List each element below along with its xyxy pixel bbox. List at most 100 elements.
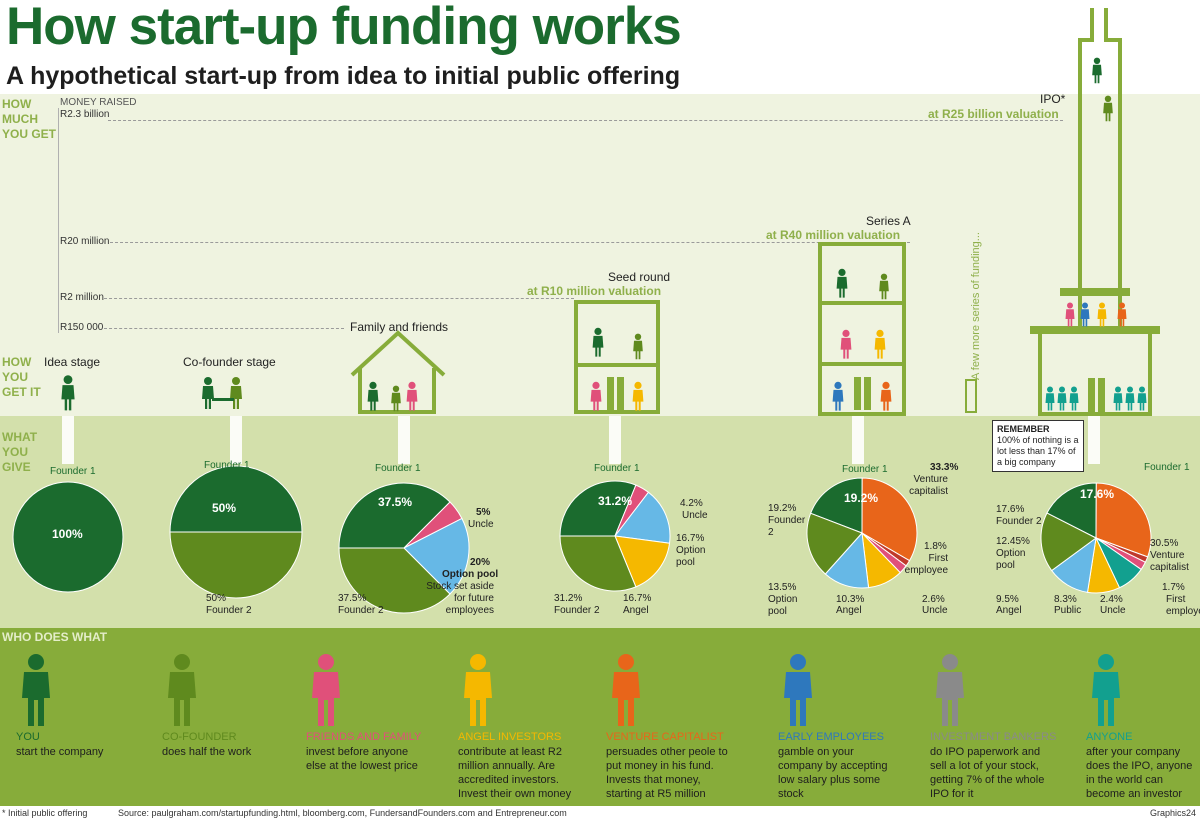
p5-founder1-label: Founder 1 bbox=[842, 464, 888, 475]
money-line-2 bbox=[110, 242, 910, 243]
p3-uncle-label: Uncle bbox=[468, 519, 494, 530]
source-text: Source: paulgraham.com/startupfunding.ht… bbox=[118, 808, 567, 818]
p6-fe-value: 1.7% bbox=[1162, 582, 1185, 593]
credit: Graphics24 bbox=[1150, 808, 1197, 818]
p2-value2: 50% bbox=[206, 593, 227, 604]
pie5-slice-venture-capitalist bbox=[861, 477, 918, 562]
p5-value1: 19.2% bbox=[844, 491, 879, 505]
who-5-title: EARLY EMPLOYEES bbox=[778, 731, 884, 743]
who-7-description: after your company does the IPO, anyone … bbox=[1086, 746, 1193, 800]
who-7-title: ANYONE bbox=[1086, 731, 1133, 743]
stage-seed-valuation: at R10 million valuation bbox=[527, 284, 662, 298]
money-line-3 bbox=[104, 298, 574, 299]
stage-ipo: IPO* bbox=[1040, 92, 1066, 106]
money-axis bbox=[58, 108, 59, 333]
who-6-person-icon bbox=[930, 648, 970, 728]
pie4-slice-angel bbox=[614, 535, 671, 588]
p5-angel-value: 10.3% bbox=[836, 594, 865, 605]
who-7-person-icon bbox=[1086, 648, 1126, 728]
p4-uncle-value: 4.2% bbox=[680, 498, 703, 509]
who-1-description: does half the work bbox=[162, 746, 252, 758]
stage-series-a-valuation: at R40 million valuation bbox=[766, 228, 901, 242]
pie5-slice-founder-2 bbox=[806, 512, 863, 575]
p5-fe-value: 1.8% bbox=[924, 541, 947, 552]
p4-option-label: Option pool bbox=[676, 545, 706, 568]
p5-angel-label: Angel bbox=[836, 605, 862, 616]
what-give-label: WHAT YOU GIVE bbox=[2, 430, 38, 474]
money-level-4: R150 000 bbox=[60, 322, 104, 333]
p4-uncle-label: Uncle bbox=[682, 510, 708, 521]
p6-founder2-label: Founder 2 bbox=[996, 516, 1042, 527]
who-5-description: gamble on your company by accepting low … bbox=[778, 746, 888, 800]
p4-founder1-label: Founder 1 bbox=[594, 463, 640, 474]
money-line-4 bbox=[104, 328, 344, 329]
p4-option-value: 16.7% bbox=[676, 533, 705, 544]
p4-founder2-label: Founder 2 bbox=[554, 605, 600, 616]
remember-text: 100% of nothing is a lot less than 17% o… bbox=[997, 435, 1079, 467]
p6-option-value: 12.45% bbox=[996, 536, 1030, 547]
who-3-description: contribute at least R2 million annually.… bbox=[458, 746, 572, 800]
p3-option-value: 20% bbox=[470, 557, 491, 568]
p1-founder1-label: Founder 1 bbox=[50, 466, 96, 477]
p3-option-desc: Stock set aside for future employees bbox=[426, 581, 494, 616]
p3-f2-value: 37.5% bbox=[338, 593, 367, 604]
who-4-title: VENTURE CAPITALIST bbox=[606, 731, 724, 743]
p5-option-value: 13.5% bbox=[768, 582, 797, 593]
money-level-3: R2 million bbox=[60, 292, 104, 303]
p4-f2-value: 31.2% bbox=[554, 593, 583, 604]
p4-angel-label: Angel bbox=[623, 605, 649, 616]
p3-option-label: Option pool bbox=[442, 569, 499, 580]
p3-uncle-value: 5% bbox=[476, 507, 491, 518]
how-get-label: HOW YOU GET IT bbox=[2, 355, 41, 399]
who-2-title: FRIENDS AND FAMILY bbox=[306, 731, 422, 743]
who-does-label: WHO DOES WHAT bbox=[2, 630, 108, 644]
money-level-1: R2.3 billion bbox=[60, 109, 110, 120]
who-3-title: ANGEL INVESTORS bbox=[458, 731, 562, 743]
pie4-slice-founder-1 bbox=[559, 480, 637, 537]
p6-founder1-label: Founder 1 bbox=[1144, 462, 1190, 473]
pie6-slice-venture-capitalist bbox=[1095, 482, 1152, 558]
p6-value1: 17.6% bbox=[1080, 487, 1115, 501]
p6-vc-label: Venture capitalist bbox=[1150, 550, 1189, 573]
who-4-person-icon bbox=[606, 648, 646, 728]
stage-family: Family and friends bbox=[350, 320, 449, 334]
pie2-slice-founder-2 bbox=[169, 531, 303, 599]
who-6-title: INVESTMENT BANKERS bbox=[930, 731, 1057, 743]
p3-founder2-label: Founder 2 bbox=[338, 605, 384, 616]
who-0-person-icon bbox=[16, 648, 56, 728]
money-level-2: R20 million bbox=[60, 236, 110, 247]
stage-idea: Idea stage bbox=[44, 355, 101, 369]
pie3-slice-founder-2 bbox=[338, 547, 451, 614]
p2-founder1-label: Founder 1 bbox=[204, 460, 250, 471]
pie1-slice-founder-1 bbox=[12, 481, 124, 593]
footnote: * Initial public offering bbox=[2, 808, 88, 818]
p5-option-label: Option pool bbox=[768, 594, 798, 617]
who-3-person-icon bbox=[458, 648, 498, 728]
who-1-person-icon bbox=[162, 648, 202, 728]
who-6-description: do IPO paperwork and sell a lot of your … bbox=[930, 746, 1045, 800]
pie6-slice-founder-2 bbox=[1040, 512, 1097, 572]
p6-public-value: 8.3% bbox=[1054, 594, 1077, 605]
stage-ipo-valuation: at R25 billion valuation bbox=[928, 107, 1059, 121]
who-1-title: CO-FOUNDER bbox=[162, 731, 237, 743]
pie4-slice-option-pool bbox=[614, 491, 671, 544]
stage-cofounder: Co-founder stage bbox=[183, 355, 276, 369]
p6-fe-label: First employee bbox=[1166, 594, 1200, 617]
p6-angel-label: Angel bbox=[996, 605, 1022, 616]
p3-founder1-label: Founder 1 bbox=[375, 463, 421, 474]
money-line-1 bbox=[108, 120, 1063, 121]
money-raised-header: MONEY RAISED bbox=[60, 97, 137, 108]
p2-value1: 50% bbox=[212, 501, 237, 515]
pie4-slice-founder-2 bbox=[559, 535, 637, 592]
who-2-description: invest before anyone else at the lowest … bbox=[306, 746, 418, 772]
p6-option-label: Option pool bbox=[996, 548, 1026, 571]
pie5-slice-founder-1 bbox=[810, 477, 863, 534]
pie-chart-group bbox=[12, 465, 1152, 614]
p5-uncle-label: Uncle bbox=[922, 605, 948, 616]
p1-value: 100% bbox=[52, 527, 83, 541]
p4-angel-value: 16.7% bbox=[623, 593, 652, 604]
p6-angel-value: 9.5% bbox=[996, 594, 1019, 605]
page-subtitle: A hypothetical start-up from idea to ini… bbox=[6, 62, 681, 90]
p6-uncle-label: Uncle bbox=[1100, 605, 1126, 616]
